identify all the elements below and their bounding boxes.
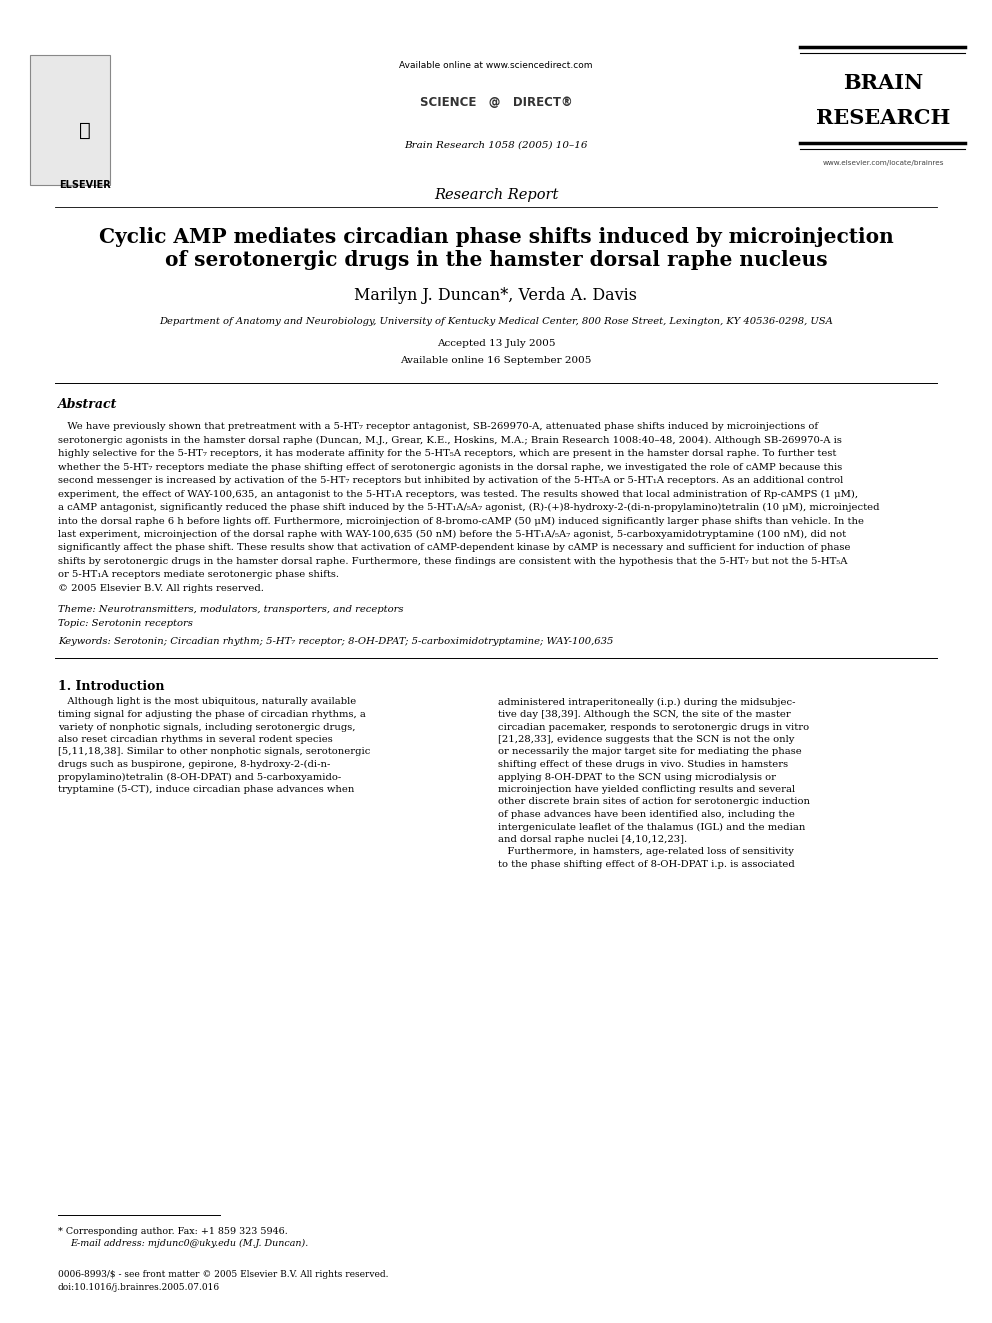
- Text: www.elsevier.com/locate/brainres: www.elsevier.com/locate/brainres: [822, 160, 943, 165]
- Text: Keywords: Serotonin; Circadian rhythm; 5-HT₇ receptor; 8-OH-DPAT; 5-carboximidot: Keywords: Serotonin; Circadian rhythm; 5…: [58, 638, 613, 647]
- Text: of serotonergic drugs in the hamster dorsal raphe nucleus: of serotonergic drugs in the hamster dor…: [165, 250, 827, 270]
- Text: or 5-HT₁A receptors mediate serotonergic phase shifts.: or 5-HT₁A receptors mediate serotonergic…: [58, 570, 339, 579]
- Text: Department of Anatomy and Neurobiology, University of Kentucky Medical Center, 8: Department of Anatomy and Neurobiology, …: [159, 318, 833, 327]
- Text: Brain Research 1058 (2005) 10–16: Brain Research 1058 (2005) 10–16: [405, 140, 587, 149]
- Text: We have previously shown that pretreatment with a 5-HT₇ receptor antagonist, SB-: We have previously shown that pretreatme…: [58, 422, 818, 431]
- Text: drugs such as buspirone, gepirone, 8-hydroxy-2-(di-n-: drugs such as buspirone, gepirone, 8-hyd…: [58, 759, 330, 769]
- Text: doi:10.1016/j.brainres.2005.07.016: doi:10.1016/j.brainres.2005.07.016: [58, 1283, 220, 1293]
- Text: E-mail address: mjdunc0@uky.edu (M.J. Duncan).: E-mail address: mjdunc0@uky.edu (M.J. Du…: [70, 1240, 309, 1248]
- Text: tive day [38,39]. Although the SCN, the site of the master: tive day [38,39]. Although the SCN, the …: [498, 710, 791, 718]
- Text: © 2005 Elsevier B.V. All rights reserved.: © 2005 Elsevier B.V. All rights reserved…: [58, 583, 264, 593]
- Text: [5,11,18,38]. Similar to other nonphotic signals, serotonergic: [5,11,18,38]. Similar to other nonphotic…: [58, 747, 370, 757]
- Text: shifting effect of these drugs in vivo. Studies in hamsters: shifting effect of these drugs in vivo. …: [498, 759, 788, 769]
- Text: Cyclic AMP mediates circadian phase shifts induced by microinjection: Cyclic AMP mediates circadian phase shif…: [98, 228, 894, 247]
- Text: Although light is the most ubiquitous, naturally available: Although light is the most ubiquitous, n…: [58, 697, 356, 706]
- Text: significantly affect the phase shift. These results show that activation of cAMP: significantly affect the phase shift. Th…: [58, 544, 850, 553]
- Text: intergeniculate leaflet of the thalamus (IGL) and the median: intergeniculate leaflet of the thalamus …: [498, 823, 806, 832]
- Text: * Corresponding author. Fax: +1 859 323 5946.: * Corresponding author. Fax: +1 859 323 …: [58, 1226, 288, 1236]
- Text: serotonergic agonists in the hamster dorsal raphe (Duncan, M.J., Grear, K.E., Ho: serotonergic agonists in the hamster dor…: [58, 435, 842, 445]
- Text: of phase advances have been identified also, including the: of phase advances have been identified a…: [498, 810, 795, 819]
- Text: 0006-8993/$ - see front matter © 2005 Elsevier B.V. All rights reserved.: 0006-8993/$ - see front matter © 2005 El…: [58, 1270, 389, 1279]
- Text: RESEARCH: RESEARCH: [815, 108, 950, 128]
- Text: BRAIN: BRAIN: [843, 73, 924, 93]
- Text: second messenger is increased by activation of the 5-HT₇ receptors but inhibited: second messenger is increased by activat…: [58, 476, 843, 486]
- Text: Marilyn J. Duncan*, Verda A. Davis: Marilyn J. Duncan*, Verda A. Davis: [354, 287, 638, 304]
- Text: last experiment, microinjection of the dorsal raphe with WAY-100,635 (50 nM) bef: last experiment, microinjection of the d…: [58, 531, 846, 540]
- Text: Topic: Serotonin receptors: Topic: Serotonin receptors: [58, 619, 192, 628]
- Text: propylamino)tetralin (8-OH-DPAT) and 5-carboxyamido-: propylamino)tetralin (8-OH-DPAT) and 5-c…: [58, 773, 341, 782]
- Text: Furthermore, in hamsters, age-related loss of sensitivity: Furthermore, in hamsters, age-related lo…: [498, 848, 794, 856]
- Text: Available online at www.sciencedirect.com: Available online at www.sciencedirect.co…: [399, 61, 593, 70]
- Text: applying 8-OH-DPAT to the SCN using microdialysis or: applying 8-OH-DPAT to the SCN using micr…: [498, 773, 776, 782]
- Text: Theme: Neurotransmitters, modulators, transporters, and receptors: Theme: Neurotransmitters, modulators, tr…: [58, 606, 404, 614]
- Text: microinjection have yielded conflicting results and several: microinjection have yielded conflicting …: [498, 785, 796, 794]
- Text: shifts by serotonergic drugs in the hamster dorsal raphe. Furthermore, these fin: shifts by serotonergic drugs in the hams…: [58, 557, 847, 566]
- Text: or necessarily the major target site for mediating the phase: or necessarily the major target site for…: [498, 747, 802, 757]
- Text: 1. Introduction: 1. Introduction: [58, 680, 165, 692]
- Text: tryptamine (5-CT), induce circadian phase advances when: tryptamine (5-CT), induce circadian phas…: [58, 785, 354, 794]
- Text: administered intraperitoneally (i.p.) during the midsubjec-: administered intraperitoneally (i.p.) du…: [498, 697, 796, 706]
- Text: variety of nonphotic signals, including serotonergic drugs,: variety of nonphotic signals, including …: [58, 722, 355, 732]
- Text: a cAMP antagonist, significantly reduced the phase shift induced by the 5-HT₁A/₅: a cAMP antagonist, significantly reduced…: [58, 503, 880, 512]
- Text: Accepted 13 July 2005: Accepted 13 July 2005: [436, 340, 556, 348]
- Text: 🌿: 🌿: [79, 120, 91, 139]
- Text: into the dorsal raphe 6 h before lights off. Furthermore, microinjection of 8-br: into the dorsal raphe 6 h before lights …: [58, 516, 864, 525]
- Text: experiment, the effect of WAY-100,635, an antagonist to the 5-HT₁A receptors, wa: experiment, the effect of WAY-100,635, a…: [58, 490, 858, 499]
- Text: other discrete brain sites of action for serotonergic induction: other discrete brain sites of action for…: [498, 798, 810, 807]
- Text: also reset circadian rhythms in several rodent species: also reset circadian rhythms in several …: [58, 736, 332, 744]
- Text: SCIENCE   @   DIRECT®: SCIENCE @ DIRECT®: [420, 97, 572, 110]
- Text: circadian pacemaker, responds to serotonergic drugs in vitro: circadian pacemaker, responds to seroton…: [498, 722, 809, 732]
- Text: ELSEVIER: ELSEVIER: [60, 180, 111, 191]
- FancyBboxPatch shape: [30, 56, 110, 185]
- Text: highly selective for the 5-HT₇ receptors, it has moderate affinity for the 5-HT₅: highly selective for the 5-HT₇ receptors…: [58, 448, 836, 458]
- Text: Available online 16 September 2005: Available online 16 September 2005: [401, 356, 591, 365]
- Text: to the phase shifting effect of 8-OH-DPAT i.p. is associated: to the phase shifting effect of 8-OH-DPA…: [498, 860, 795, 869]
- Text: whether the 5-HT₇ receptors mediate the phase shifting effect of serotonergic ag: whether the 5-HT₇ receptors mediate the …: [58, 463, 842, 471]
- Text: [21,28,33], evidence suggests that the SCN is not the only: [21,28,33], evidence suggests that the S…: [498, 736, 795, 744]
- Text: timing signal for adjusting the phase of circadian rhythms, a: timing signal for adjusting the phase of…: [58, 710, 366, 718]
- Text: Research Report: Research Report: [434, 188, 558, 202]
- Text: and dorsal raphe nuclei [4,10,12,23].: and dorsal raphe nuclei [4,10,12,23].: [498, 835, 687, 844]
- Text: Abstract: Abstract: [58, 398, 117, 411]
